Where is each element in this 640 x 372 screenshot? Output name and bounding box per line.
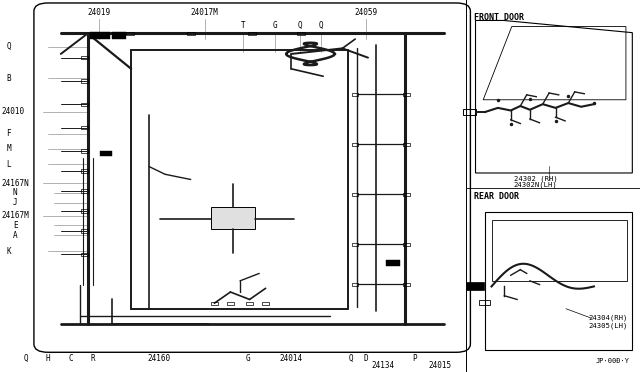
Bar — [246, 302, 253, 305]
Bar — [403, 143, 410, 146]
Bar — [81, 229, 88, 232]
Text: 24019: 24019 — [88, 8, 111, 17]
Text: M: M — [6, 144, 11, 153]
Text: Q: Q — [297, 21, 302, 30]
Bar — [403, 193, 410, 196]
Text: A: A — [13, 231, 17, 240]
Bar — [81, 80, 88, 83]
Text: Q: Q — [23, 354, 28, 363]
Text: 24304(RH): 24304(RH) — [588, 315, 628, 321]
Bar — [81, 253, 88, 256]
Text: N: N — [13, 188, 17, 197]
Bar — [81, 209, 88, 212]
Text: C: C — [68, 354, 73, 363]
Text: FRONT DOOR: FRONT DOOR — [474, 13, 524, 22]
Bar — [403, 243, 410, 246]
Text: 24302 (RH): 24302 (RH) — [514, 176, 557, 182]
Text: 24302N(LH): 24302N(LH) — [514, 181, 557, 187]
Text: B: B — [6, 74, 11, 83]
Bar — [262, 302, 269, 305]
Bar — [352, 193, 358, 196]
Bar — [492, 220, 627, 281]
Text: 24010: 24010 — [1, 107, 24, 116]
Bar — [81, 103, 88, 106]
Bar — [403, 283, 410, 286]
Text: 24167M: 24167M — [1, 211, 29, 220]
Text: R: R — [90, 354, 95, 363]
Bar — [466, 282, 484, 290]
Text: G: G — [273, 21, 278, 30]
Bar — [81, 56, 88, 60]
Bar — [112, 32, 126, 39]
Text: JP·00Ð·Y: JP·00Ð·Y — [595, 358, 629, 364]
Text: 24305(LH): 24305(LH) — [588, 323, 628, 329]
Text: G: G — [246, 354, 251, 363]
Text: Q: Q — [319, 21, 324, 30]
Bar — [90, 32, 110, 39]
Text: J: J — [13, 198, 17, 207]
Text: Q: Q — [6, 42, 11, 51]
Bar — [352, 283, 358, 286]
Bar — [352, 243, 358, 246]
Text: 24017M: 24017M — [191, 8, 219, 17]
Text: 24134: 24134 — [371, 361, 394, 370]
Bar — [248, 32, 256, 35]
Text: P: P — [412, 354, 417, 363]
Text: Q: Q — [348, 354, 353, 363]
Bar — [352, 93, 358, 96]
Bar — [403, 93, 410, 96]
Bar — [211, 207, 255, 229]
Bar — [187, 32, 195, 35]
Bar — [479, 300, 490, 305]
Bar — [227, 302, 234, 305]
Bar — [352, 143, 358, 146]
Text: 24167N: 24167N — [1, 179, 29, 187]
Bar — [386, 260, 400, 266]
Bar — [81, 169, 88, 173]
Text: 24014: 24014 — [280, 354, 303, 363]
Text: D: D — [364, 354, 369, 363]
Text: F: F — [6, 129, 11, 138]
Text: H: H — [45, 354, 51, 363]
Bar — [211, 302, 218, 305]
Bar — [463, 109, 476, 115]
Bar — [81, 149, 88, 153]
Bar — [81, 189, 88, 193]
Text: L: L — [6, 160, 11, 169]
Text: 24015: 24015 — [429, 361, 452, 370]
Text: T: T — [241, 21, 246, 30]
Bar — [100, 151, 112, 156]
Bar — [81, 126, 88, 129]
Text: 24160: 24160 — [147, 354, 170, 363]
Bar — [126, 32, 134, 35]
Text: K: K — [6, 247, 11, 256]
Text: 24059: 24059 — [355, 8, 378, 17]
Text: E: E — [13, 221, 17, 230]
Text: REAR DOOR: REAR DOOR — [474, 192, 518, 201]
Bar — [298, 32, 305, 35]
